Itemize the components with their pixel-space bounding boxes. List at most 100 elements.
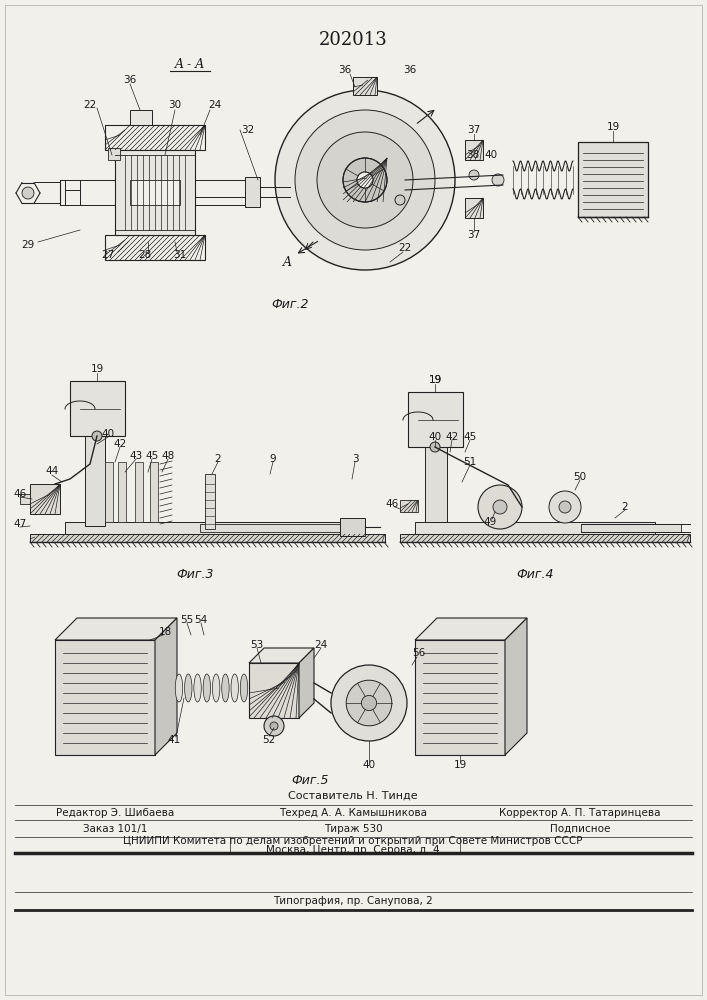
Text: 19: 19 <box>453 760 467 770</box>
Text: 22: 22 <box>83 100 97 110</box>
Bar <box>65 522 365 534</box>
Text: 27: 27 <box>101 250 115 260</box>
Ellipse shape <box>212 674 220 702</box>
Bar <box>425 447 447 522</box>
Text: 51: 51 <box>463 457 477 467</box>
Circle shape <box>549 491 581 523</box>
Text: Редактор Э. Шибаева: Редактор Э. Шибаева <box>56 808 174 818</box>
Text: 40: 40 <box>363 760 375 770</box>
Bar <box>135 462 143 522</box>
Bar <box>578 142 648 217</box>
Bar <box>465 140 483 160</box>
Text: 43: 43 <box>129 451 143 461</box>
Circle shape <box>492 174 504 186</box>
Circle shape <box>395 195 405 205</box>
Bar <box>115 150 195 235</box>
Text: 202013: 202013 <box>319 31 387 49</box>
Bar <box>85 436 105 526</box>
Bar <box>245 177 260 207</box>
Bar <box>55 640 155 755</box>
Circle shape <box>469 170 479 180</box>
Circle shape <box>264 716 284 736</box>
Bar <box>30 484 60 514</box>
Text: 42: 42 <box>113 439 127 449</box>
Circle shape <box>493 500 507 514</box>
Circle shape <box>430 442 440 452</box>
Text: 2: 2 <box>215 454 221 464</box>
Polygon shape <box>505 618 527 755</box>
Text: 38: 38 <box>467 150 479 160</box>
Bar <box>581 524 681 532</box>
Text: 36: 36 <box>339 65 351 75</box>
Circle shape <box>270 722 278 730</box>
Text: 40: 40 <box>101 429 115 439</box>
Bar <box>108 148 120 160</box>
Circle shape <box>357 172 373 188</box>
Text: 30: 30 <box>168 100 182 110</box>
Bar <box>150 462 158 522</box>
Text: 54: 54 <box>194 615 208 625</box>
Text: 19: 19 <box>428 375 442 385</box>
Bar <box>353 77 377 95</box>
Text: 19: 19 <box>90 364 104 374</box>
Text: Москва, Центр, пр. Серова, д. 4: Москва, Центр, пр. Серова, д. 4 <box>267 845 440 855</box>
Bar <box>340 518 365 536</box>
Text: Корректор А. П. Татаринцева: Корректор А. П. Татаринцева <box>499 808 661 818</box>
Text: Фиг.5: Фиг.5 <box>291 774 329 786</box>
Circle shape <box>357 172 373 188</box>
Text: 45: 45 <box>463 432 477 442</box>
Text: 9: 9 <box>269 454 276 464</box>
Text: 41: 41 <box>168 735 180 745</box>
Bar <box>130 180 180 205</box>
Text: 24: 24 <box>209 100 221 110</box>
Bar <box>105 125 205 150</box>
Text: 42: 42 <box>445 432 459 442</box>
Text: 19: 19 <box>428 375 442 385</box>
Bar <box>205 474 215 529</box>
Polygon shape <box>299 648 314 718</box>
Text: 24: 24 <box>315 640 327 650</box>
Text: Заказ 101/1: Заказ 101/1 <box>83 824 147 834</box>
Polygon shape <box>55 618 177 640</box>
Text: 45: 45 <box>146 451 158 461</box>
Text: 22: 22 <box>398 243 411 253</box>
Text: Техред А. А. Камышникова: Техред А. А. Камышникова <box>279 808 427 818</box>
Text: 52: 52 <box>262 735 276 745</box>
Ellipse shape <box>203 674 211 702</box>
Text: Подписное: Подписное <box>550 824 610 834</box>
Text: 28: 28 <box>139 250 151 260</box>
Ellipse shape <box>240 674 247 702</box>
Circle shape <box>92 431 102 441</box>
Text: 37: 37 <box>467 230 481 240</box>
Text: 40: 40 <box>428 432 442 442</box>
Text: 48: 48 <box>161 451 175 461</box>
Text: A - A: A - A <box>175 58 205 72</box>
Text: 46: 46 <box>13 489 27 499</box>
Bar <box>249 663 299 718</box>
Text: Тираж 530: Тираж 530 <box>324 824 382 834</box>
Text: A: A <box>283 255 291 268</box>
Text: Фиг.2: Фиг.2 <box>271 298 309 312</box>
Text: 29: 29 <box>21 240 35 250</box>
Circle shape <box>331 665 407 741</box>
Bar <box>415 640 505 755</box>
Bar <box>400 534 690 542</box>
Text: Типография, пр. Санупова, 2: Типография, пр. Санупова, 2 <box>273 896 433 906</box>
Bar <box>118 462 126 522</box>
Text: 36: 36 <box>404 65 416 75</box>
Bar <box>20 494 30 504</box>
Bar <box>70 381 125 436</box>
Bar <box>105 235 205 260</box>
Text: 46: 46 <box>385 499 399 509</box>
Polygon shape <box>415 618 527 640</box>
Text: 44: 44 <box>45 466 59 476</box>
Text: ЦНИИПИ Комитета по делам изобретений и открытий при Совете Министров СССР: ЦНИИПИ Комитета по делам изобретений и о… <box>123 836 583 846</box>
Text: Фиг.4: Фиг.4 <box>516 568 554 582</box>
Bar <box>105 462 113 522</box>
Ellipse shape <box>194 674 201 702</box>
Text: 3: 3 <box>351 454 358 464</box>
Text: Составитель Н. Тинде: Составитель Н. Тинде <box>288 791 418 801</box>
Bar <box>130 110 152 125</box>
Text: 18: 18 <box>158 627 172 637</box>
Text: 19: 19 <box>607 122 619 132</box>
